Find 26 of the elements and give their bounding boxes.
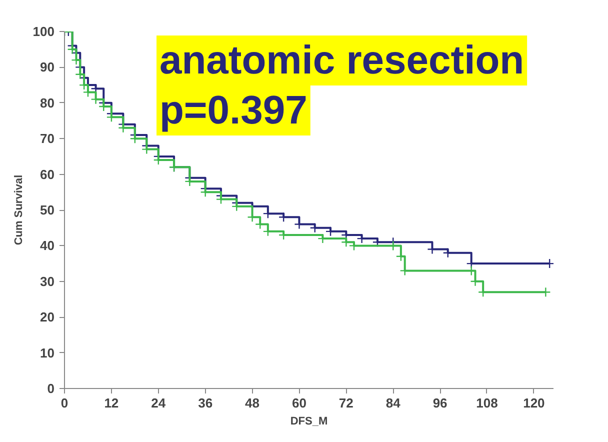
- y-tick-label: 60: [40, 166, 55, 182]
- y-tick-label: 30: [40, 274, 55, 289]
- y-tick-label: 100: [32, 24, 55, 39]
- y-tick-label: 10: [40, 345, 55, 360]
- y-tick-label: 40: [40, 238, 55, 254]
- y-tick-label: 20: [40, 310, 55, 325]
- y-tick-label: 0: [47, 381, 55, 396]
- x-tick-label: 48: [245, 396, 260, 410]
- y-tick-label: 80: [40, 95, 55, 110]
- x-tick-label: 96: [432, 396, 448, 410]
- x-tick-label: 120: [523, 396, 545, 410]
- y-tick-label: 70: [40, 131, 55, 146]
- x-tick-label: 108: [476, 396, 498, 410]
- y-tick-label: 90: [40, 60, 55, 75]
- x-axis-title: DFS_M: [290, 416, 328, 428]
- y-axis-title: Cum Survival: [12, 174, 25, 246]
- x-tick-label: 36: [198, 396, 213, 410]
- annotation: p=0.397: [160, 88, 308, 132]
- x-tick-label: 60: [292, 396, 306, 410]
- x-tick-label: 24: [151, 396, 166, 410]
- y-tick-label: 50: [40, 202, 55, 218]
- x-tick-label: 84: [386, 396, 402, 410]
- x-tick-label: 12: [104, 396, 119, 410]
- x-tick-label: 0: [60, 396, 68, 410]
- annotation: anatomic resection: [160, 38, 524, 82]
- x-tick-label: 72: [338, 396, 354, 410]
